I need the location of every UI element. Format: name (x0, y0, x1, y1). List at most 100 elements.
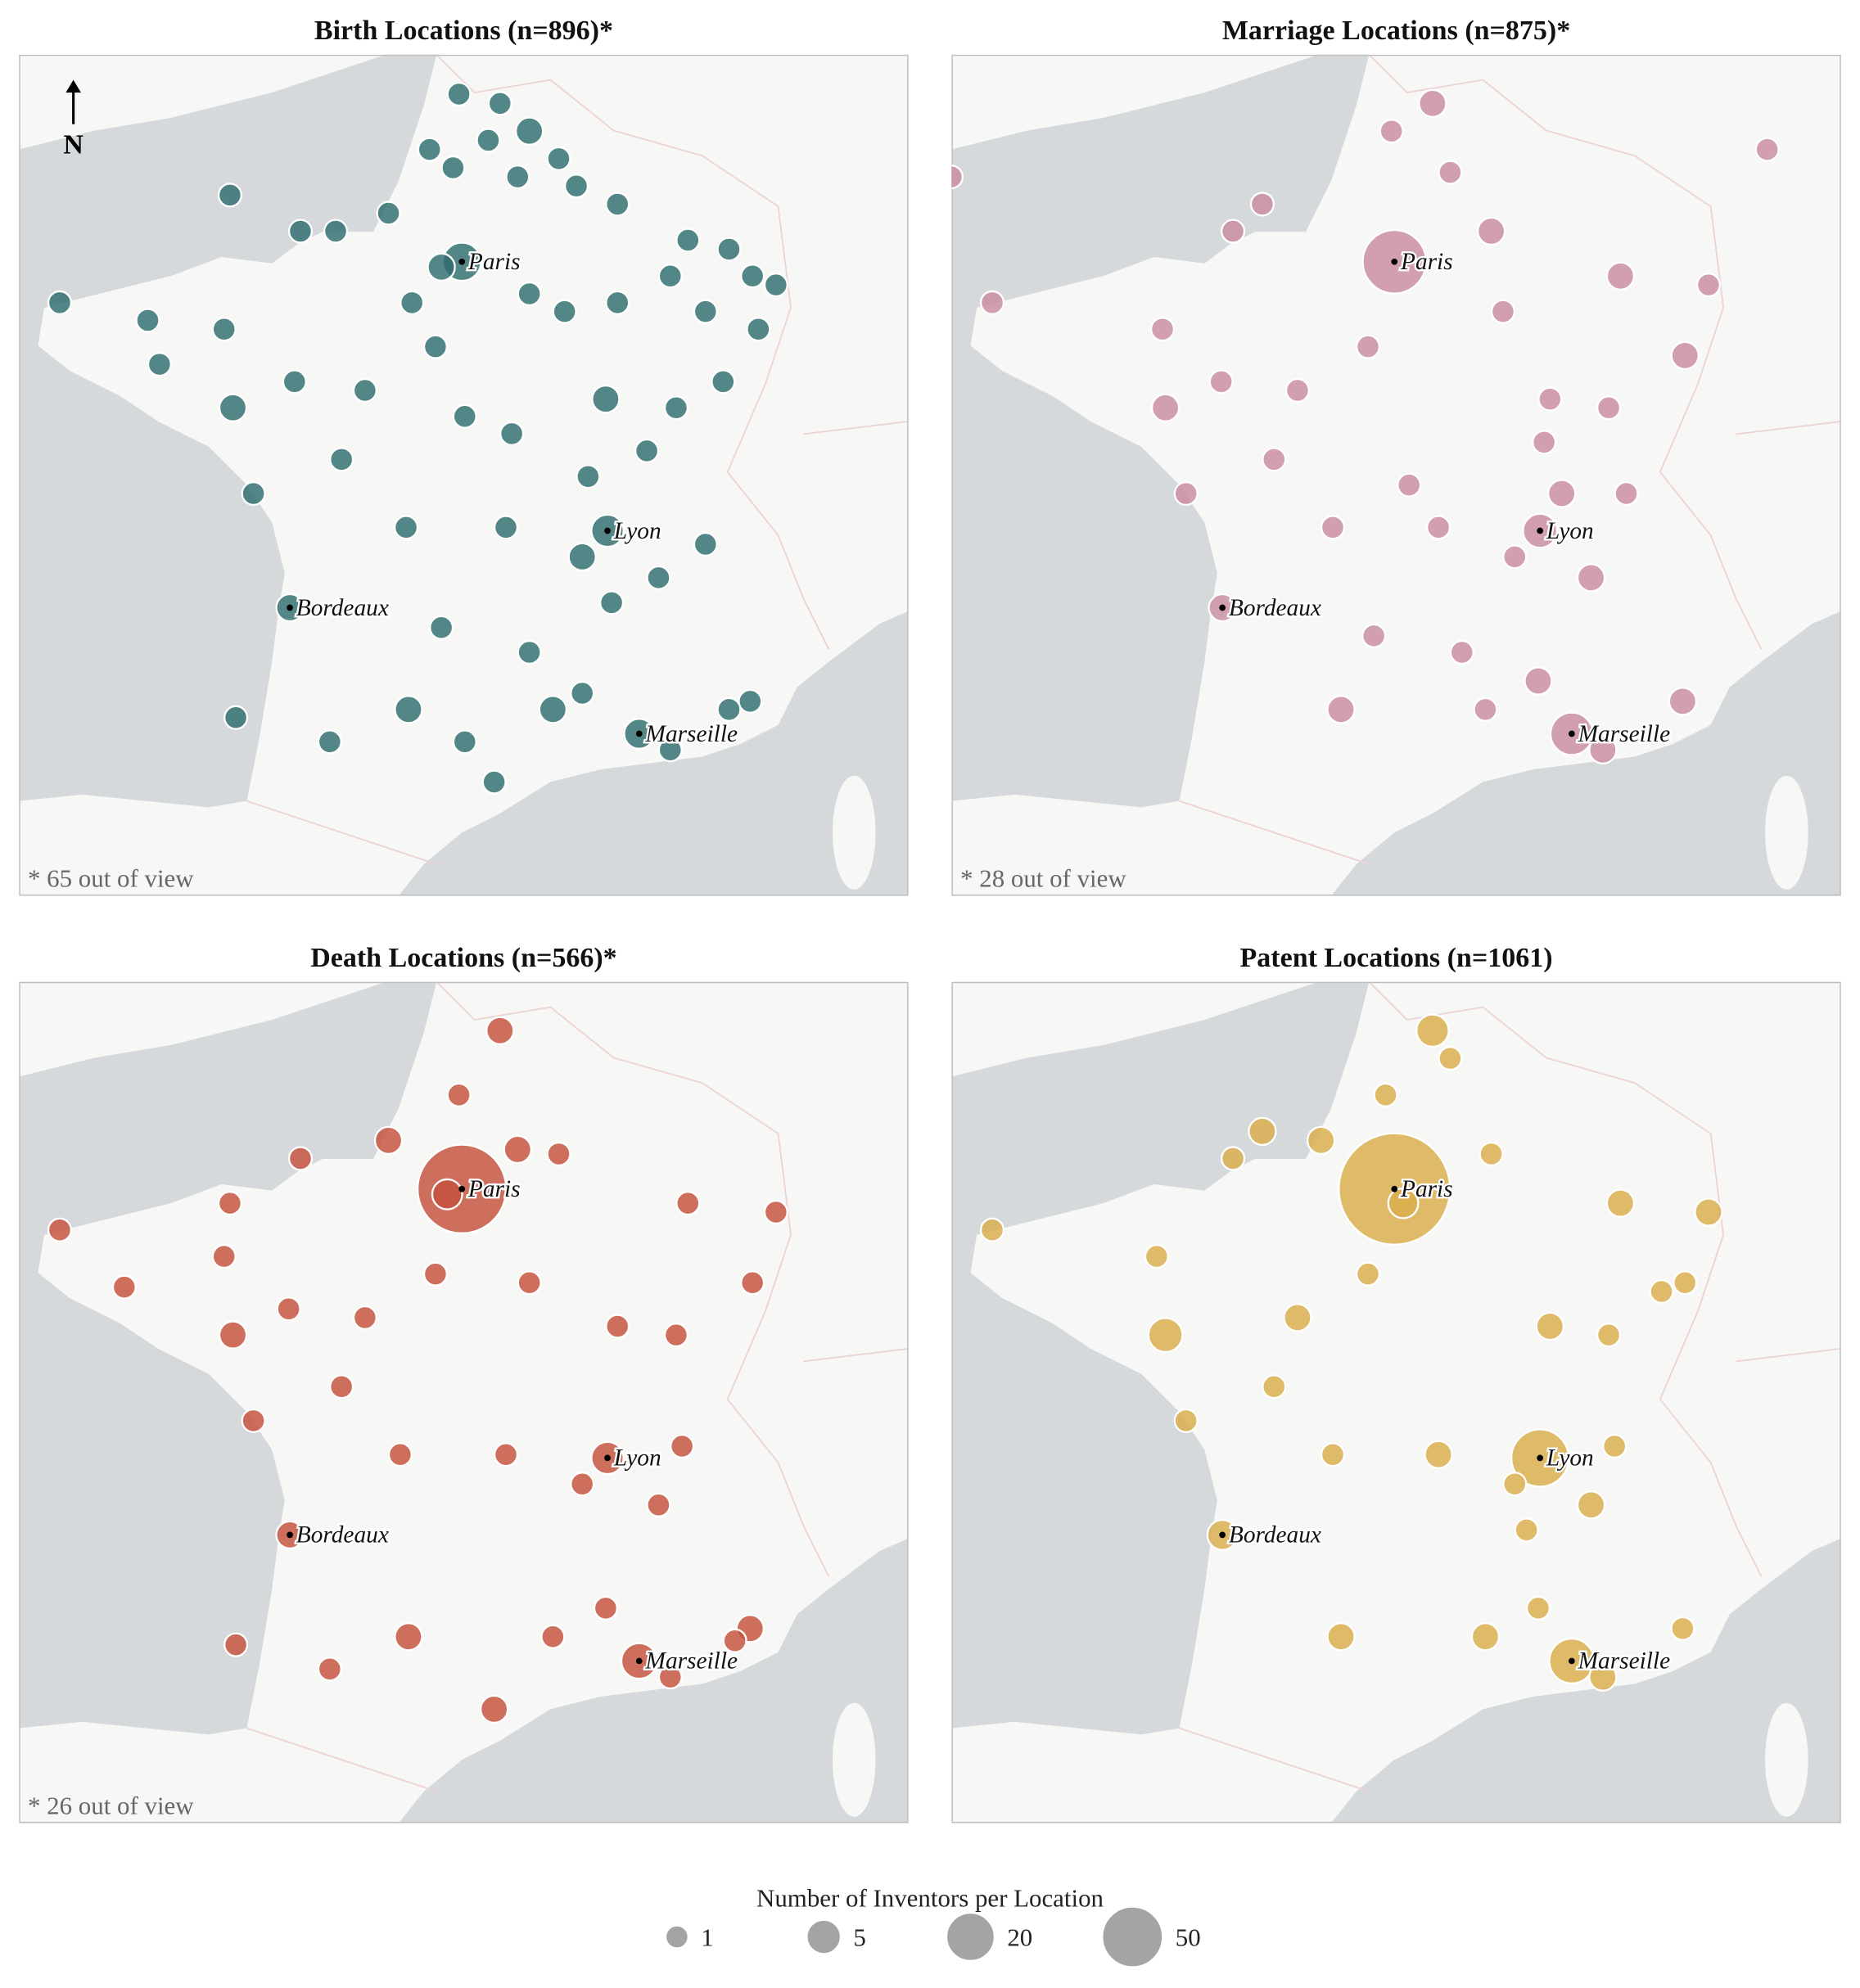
legend-dot (945, 1911, 996, 1963)
location-dot (546, 1141, 571, 1167)
location-dot (1614, 480, 1639, 507)
location-dot (1605, 261, 1636, 291)
location-dot (47, 290, 73, 315)
location-dot (738, 688, 763, 714)
legend-label: 5 (853, 1923, 865, 1951)
location-dot (1546, 479, 1577, 508)
location-dot (429, 615, 454, 640)
location-dot (1514, 1517, 1539, 1543)
location-dot (1320, 515, 1346, 540)
location-dot (1150, 393, 1181, 422)
location-dot (591, 384, 621, 414)
location-dot (670, 1433, 695, 1459)
city-marker (1537, 1454, 1544, 1462)
location-dot (563, 174, 589, 199)
location-dot (276, 1296, 301, 1322)
points (47, 1016, 788, 1724)
city-marker (635, 730, 643, 737)
map-panel: Paris Lyon Bordeaux Marseille * 26 out of vi… (19, 981, 909, 1823)
location-dot (1605, 1188, 1636, 1218)
location-dot (1524, 666, 1553, 696)
legend-label: 1 (701, 1923, 713, 1951)
location-dot (241, 480, 266, 507)
location-dot (1670, 1616, 1695, 1641)
location-dot (446, 81, 472, 107)
location-dot (317, 729, 342, 755)
location-dot (646, 565, 671, 590)
location-dot (323, 219, 349, 244)
location-dot (1438, 160, 1463, 185)
panel-title: Marriage Locations (n=875)* (1222, 16, 1570, 46)
location-dot (540, 1624, 566, 1649)
location-dot (517, 1270, 542, 1296)
legend-label: 50 (1176, 1923, 1201, 1951)
location-dot (394, 1622, 423, 1652)
city-marker (1391, 258, 1398, 265)
location-dot (593, 1595, 618, 1621)
city-label: Lyon (613, 1445, 661, 1472)
location-dot (1670, 340, 1700, 371)
location-dot (287, 219, 314, 244)
city-label: Paris (467, 249, 521, 275)
footnote: * 28 out of view (960, 864, 1126, 893)
location-dot (1694, 1197, 1723, 1227)
location-dot (503, 1134, 533, 1165)
city-label: Paris (467, 1176, 521, 1202)
location-dot (485, 1016, 515, 1045)
location-dot (217, 1191, 242, 1216)
city-marker (1569, 730, 1575, 737)
location-dot (1426, 515, 1451, 540)
location-dot (1588, 1662, 1618, 1692)
location-dot (47, 1217, 73, 1242)
location-dot (1470, 1622, 1501, 1652)
location-dot (1754, 137, 1780, 162)
location-dot (223, 705, 249, 730)
location-dot (605, 192, 630, 217)
location-dot (1424, 1440, 1453, 1469)
city-marker (458, 1185, 466, 1192)
city-label: Marseille (645, 1648, 738, 1675)
location-dot (282, 369, 307, 394)
location-dot (570, 680, 595, 706)
panel-title: Birth Locations (n=896)* (314, 16, 613, 46)
location-dot (1144, 1244, 1169, 1269)
location-dot (1373, 1082, 1398, 1107)
location-dot (605, 1314, 630, 1339)
location-dot (1668, 687, 1698, 716)
location-dot (1588, 735, 1618, 764)
location-dot (1355, 334, 1381, 359)
location-dot (1355, 1261, 1381, 1287)
location-dot (147, 352, 172, 377)
location-dot (634, 438, 660, 463)
legend-dot (1101, 1905, 1164, 1968)
city-marker (458, 258, 466, 265)
location-dot (1173, 480, 1199, 507)
panel-title: Patent Locations (n=1061) (1240, 943, 1553, 973)
city-label: Bordeaux (1229, 1522, 1321, 1548)
location-dot (431, 1178, 463, 1210)
location-dot (218, 393, 248, 422)
location-dot (111, 1274, 137, 1300)
location-dot (1449, 639, 1474, 665)
location-dot (517, 281, 542, 307)
location-dot (1397, 472, 1422, 498)
location-dot (1249, 192, 1275, 217)
location-dot (241, 1408, 266, 1433)
location-dot (452, 403, 477, 429)
location-dot (716, 237, 742, 262)
location-dot (440, 155, 466, 181)
location-dot (223, 1632, 249, 1657)
location-dot (722, 1628, 747, 1653)
city-label: Paris (1400, 249, 1453, 275)
location-dot (1576, 1490, 1606, 1520)
location-dot (1415, 1013, 1450, 1048)
location-dot (400, 290, 425, 315)
location-dot (1473, 696, 1498, 722)
location-dot (493, 515, 519, 540)
city-marker (1219, 1531, 1226, 1539)
legend-dot (806, 1918, 842, 1955)
location-dot (657, 1665, 683, 1690)
location-dot (1695, 273, 1722, 298)
location-dot (1306, 1125, 1336, 1156)
